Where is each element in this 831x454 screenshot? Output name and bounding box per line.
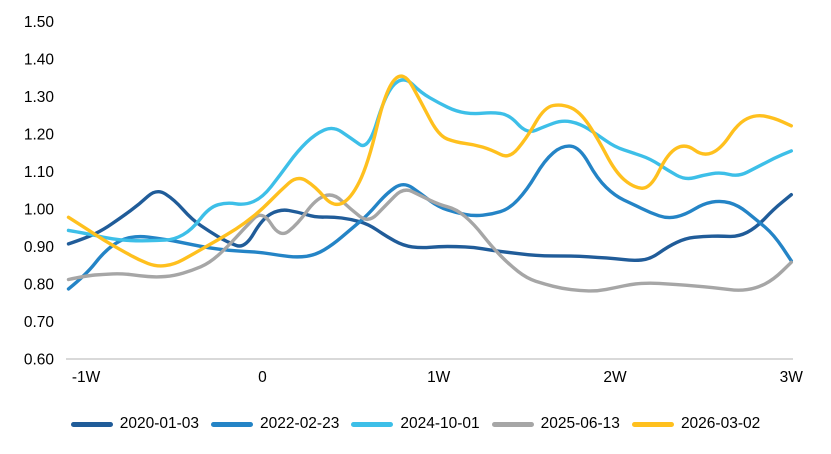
legend-label: 2025-06-13 bbox=[540, 415, 620, 432]
y-axis-tick: 1.50 bbox=[24, 14, 55, 31]
series-line-2024-10-01 bbox=[66, 78, 793, 243]
x-axis-tick: 1W bbox=[427, 369, 451, 386]
legend-swatch-icon bbox=[351, 421, 394, 427]
legend-swatch-icon bbox=[491, 421, 534, 427]
x-axis-tick: 0 bbox=[258, 369, 267, 386]
chart-legend: 2020-01-03 2022-02-23 2024-10-01 2025-06-13… bbox=[0, 415, 831, 433]
legend-swatch-icon bbox=[631, 421, 674, 427]
x-axis-tick: 2W bbox=[603, 369, 627, 386]
x-axis-tick: 3W bbox=[780, 369, 804, 386]
y-axis-tick: 1.00 bbox=[24, 202, 55, 219]
legend-item-2022-02-23: 2022-02-23 bbox=[211, 415, 339, 433]
legend-swatch-icon bbox=[70, 421, 113, 427]
y-axis-tick: 1.40 bbox=[24, 52, 55, 69]
x-axis-tick: -1W bbox=[72, 369, 101, 386]
legend-item-2026-03-02: 2026-03-02 bbox=[631, 415, 761, 433]
legend-item-2020-01-03: 2020-01-03 bbox=[70, 415, 200, 433]
y-axis-tick: 1.30 bbox=[24, 89, 55, 106]
series-line-2022-02-23 bbox=[66, 144, 793, 291]
legend-item-2024-10-01: 2024-10-01 bbox=[351, 415, 480, 433]
legend-swatch-icon bbox=[211, 421, 254, 427]
series-line-2026-03-02 bbox=[66, 74, 793, 268]
y-axis-tick: 0.80 bbox=[24, 277, 55, 294]
y-axis-tick: 1.10 bbox=[24, 164, 55, 181]
legend-label: 2022-02-23 bbox=[260, 415, 340, 432]
series-line-2025-06-13 bbox=[66, 188, 793, 293]
legend-item-2025-06-13: 2025-06-13 bbox=[491, 415, 620, 433]
y-axis-tick: 0.70 bbox=[24, 314, 55, 331]
y-axis-tick: 0.60 bbox=[24, 352, 55, 369]
legend-label: 2020-01-03 bbox=[119, 415, 200, 432]
y-axis-tick: 1.20 bbox=[24, 127, 55, 144]
legend-label: 2026-03-02 bbox=[680, 415, 761, 432]
y-axis-tick: 0.90 bbox=[24, 239, 55, 256]
legend-label: 2024-10-01 bbox=[400, 415, 480, 432]
